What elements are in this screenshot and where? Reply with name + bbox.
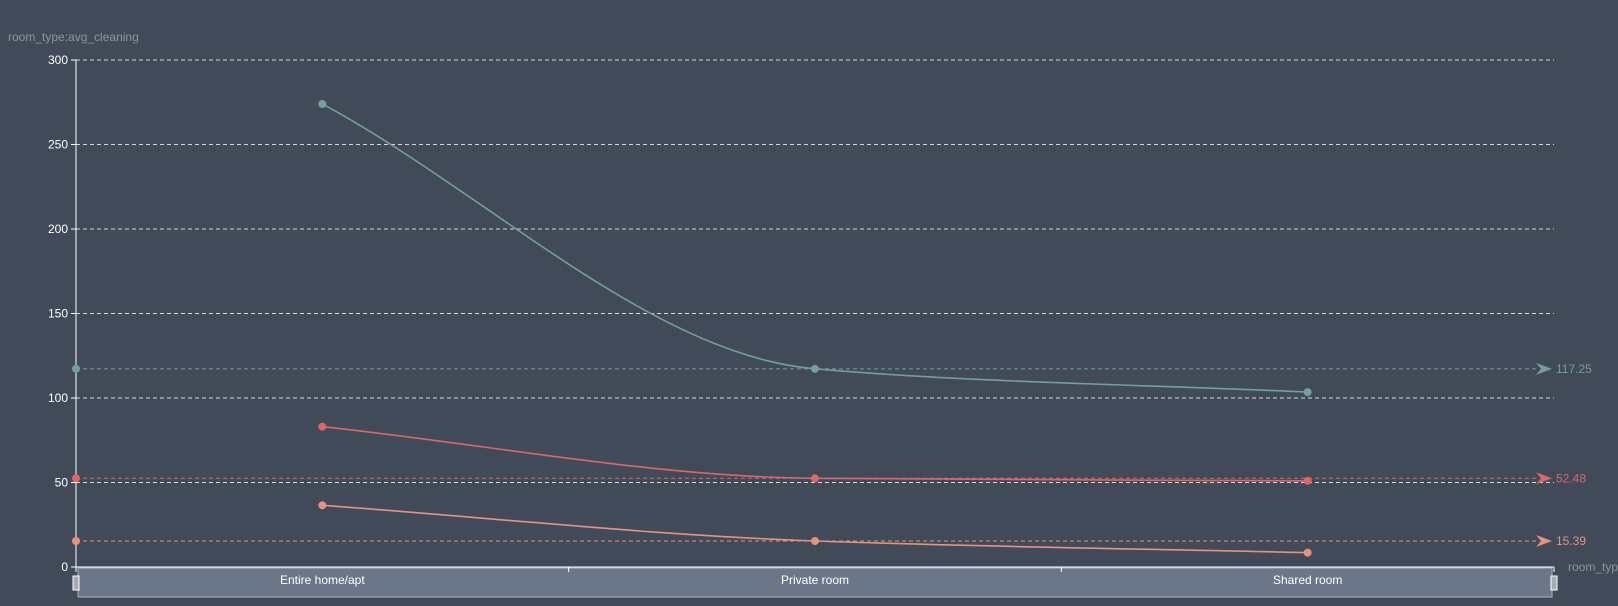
data-point[interactable] — [1303, 476, 1312, 485]
mark-line-start — [72, 474, 80, 483]
data-zoom-slider[interactable] — [72, 567, 1558, 598]
y-tick-label: 0 — [61, 560, 68, 574]
series-line — [321, 103, 1308, 393]
data-point[interactable] — [318, 99, 327, 108]
x-axis-label: room_typ — [1568, 560, 1618, 574]
slider-handle[interactable] — [1550, 575, 1558, 591]
mark-lines: 117.25 52.48 15.39 — [72, 362, 1592, 548]
y-tick-label: 100 — [48, 391, 68, 405]
series — [318, 99, 1312, 557]
y-tick-label: 150 — [48, 307, 68, 321]
y-axis-label: room_type:avg_cleaning — [8, 30, 139, 44]
data-point[interactable] — [1303, 548, 1312, 557]
mark-line-arrow — [1536, 362, 1552, 375]
series-line — [322, 504, 1308, 554]
data-point[interactable] — [318, 501, 327, 510]
x-tick-label: Entire home/apt — [280, 573, 365, 587]
mark-line-arrow — [1536, 534, 1552, 547]
data-point[interactable] — [1303, 388, 1312, 397]
y-tick-label: 300 — [48, 53, 68, 67]
grid-lines — [76, 59, 1554, 483]
data-point[interactable] — [811, 536, 819, 545]
x-tick-label: Private room — [781, 573, 849, 587]
y-tick-label: 200 — [48, 222, 68, 236]
mark-line-arrow — [1536, 472, 1552, 485]
y-tick-label: 250 — [48, 138, 68, 152]
y-axis: 0 50 100 150 200 250 300 — [48, 53, 77, 574]
mark-line-label: 52.48 — [1556, 471, 1586, 485]
series-line — [322, 425, 1308, 482]
slider-handle[interactable] — [72, 575, 80, 591]
data-point[interactable] — [811, 364, 819, 373]
mark-line-start — [72, 536, 80, 545]
x-axis: Entire home/apt Private room Shared room — [75, 566, 1555, 587]
data-point[interactable] — [318, 422, 327, 431]
mark-line-start — [72, 364, 80, 373]
x-tick-label: Shared room — [1273, 573, 1342, 587]
mark-line-label: 15.39 — [1556, 534, 1586, 548]
mark-line-label: 117.25 — [1556, 362, 1592, 376]
data-point[interactable] — [811, 474, 819, 483]
y-tick-label: 50 — [55, 476, 69, 490]
